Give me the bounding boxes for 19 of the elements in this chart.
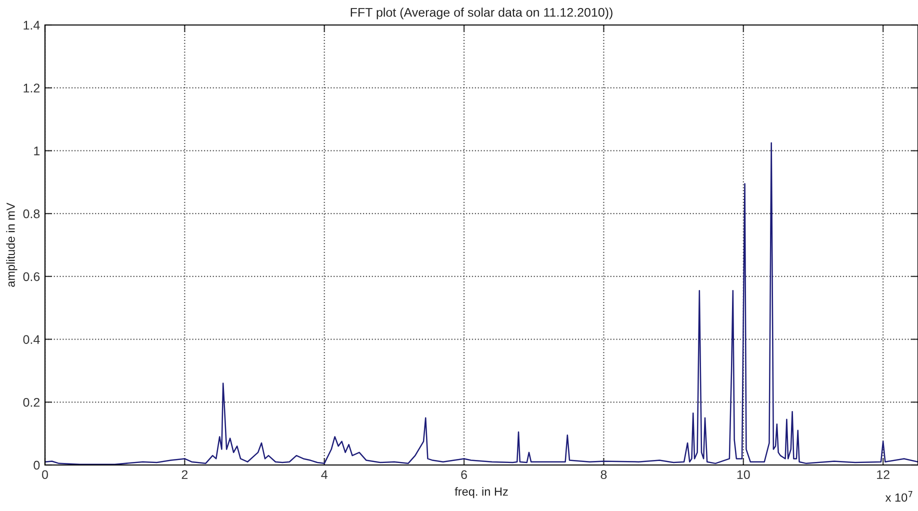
- y-tick-label: 0.8: [23, 209, 40, 218]
- y-tick-label: 0.6: [23, 272, 40, 282]
- y-tick-label: 0.2: [23, 398, 40, 407]
- x-tick-label: 8: [600, 470, 607, 480]
- x-axis-title: freq. in Hz: [454, 487, 508, 498]
- y-tick-label: 0.4: [23, 335, 40, 344]
- x-tick-label: 6: [461, 470, 467, 480]
- x-tick-label: 0: [42, 470, 48, 480]
- x-tick-label: 4: [321, 470, 328, 479]
- y-axis-title: amplitude in mV: [6, 202, 18, 287]
- chart-title: FFT plot (Average of solar data on 11.12.2010)): [350, 8, 612, 20]
- x-tick-label: 12: [877, 470, 890, 479]
- text: x 10$^{7}$: [885, 491, 912, 502]
- y-tick-label: 1.4: [24, 20, 40, 30]
- y-tick-label: 0: [34, 460, 40, 470]
- y-tick-label: 1.2: [24, 84, 40, 92]
- y-tick-label: 1: [34, 146, 40, 156]
- x-tick-label: 2: [182, 470, 188, 479]
- x-tick-label: 10: [737, 470, 750, 480]
